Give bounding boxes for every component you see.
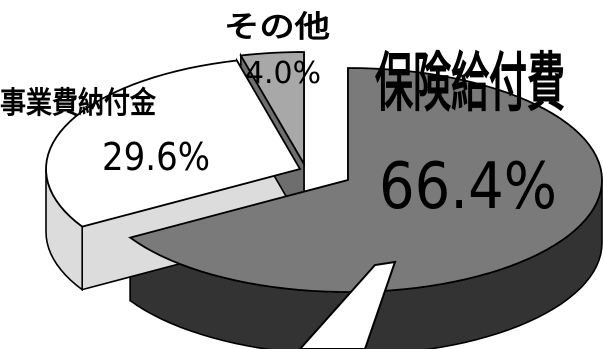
slice-name-sonota: その他 bbox=[224, 10, 330, 45]
slice-labels: 保険給付費 66.4% 事業費納付金 29.6% その他 4.0% bbox=[0, 10, 565, 224]
slice-value-jigyo: 29.6% bbox=[102, 135, 210, 179]
slice-top-jigyo bbox=[45, 59, 302, 228]
slice-name-jigyo: 事業費納付金 bbox=[0, 86, 157, 121]
callout-pointer bbox=[298, 260, 397, 349]
slice-top-sonota bbox=[239, 51, 305, 168]
slice-value-sonota: 4.0% bbox=[245, 56, 321, 91]
slice-top-hoken bbox=[128, 67, 603, 293]
slice-value-hoken: 66.4% bbox=[379, 150, 557, 224]
slice-name-hoken: 保険給付費 bbox=[375, 47, 565, 119]
slice-tops bbox=[45, 51, 603, 293]
